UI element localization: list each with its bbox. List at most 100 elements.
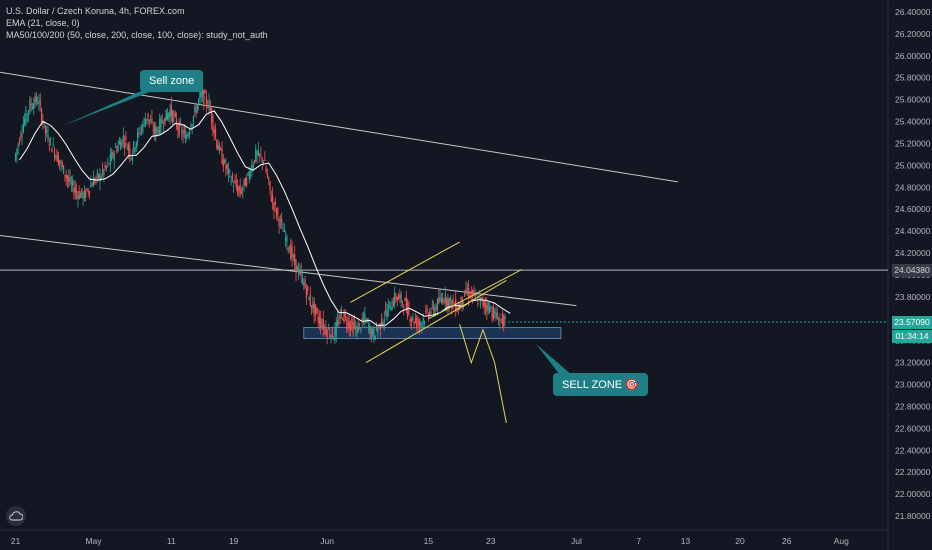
candle-body [27, 110, 30, 115]
candle-body [482, 298, 484, 306]
candle-body [21, 132, 23, 137]
candle-body [282, 231, 284, 232]
candle-body [78, 191, 80, 199]
candle-body [118, 141, 121, 145]
candle-body [248, 171, 250, 180]
candle-body [285, 237, 287, 242]
candle-body [407, 302, 409, 318]
candle-body [44, 125, 47, 134]
candle-body [420, 323, 422, 325]
candle-body [397, 294, 400, 300]
candle-body [294, 253, 296, 265]
candle-body [186, 135, 188, 139]
candle-body [257, 149, 259, 156]
y-tick-label: 25.20000 [895, 138, 931, 148]
candle-body [129, 147, 131, 157]
candle-body [310, 305, 313, 309]
candle-body [209, 105, 211, 112]
candle-body [38, 101, 40, 103]
candle-body [139, 132, 141, 134]
candle-body [491, 313, 493, 318]
ma-indicator-label[interactable]: MA50/100/200 (50, close, 200, close, 100… [6, 30, 268, 40]
candle-body [143, 119, 145, 121]
candle-body [290, 244, 292, 259]
candle-body [213, 129, 215, 134]
candle-body [356, 325, 358, 335]
candle-body [269, 181, 271, 191]
candle-body [26, 114, 28, 116]
candle-body [349, 324, 352, 331]
candle-body [182, 131, 184, 138]
x-tick-label: 13 [681, 536, 691, 546]
candle-body [200, 90, 202, 97]
candle-body [157, 130, 159, 133]
candle-body [452, 298, 454, 303]
candle-body [392, 301, 394, 306]
y-tick-label: 24.40000 [895, 226, 931, 236]
candle-body [249, 175, 252, 176]
candle-body [451, 300, 453, 309]
candle-body [404, 297, 406, 302]
candle-body [162, 126, 165, 127]
candle-body [233, 186, 235, 188]
candle-body [342, 318, 344, 321]
candle-body [243, 178, 245, 185]
candle-body [471, 290, 474, 298]
candle-body [216, 139, 218, 149]
candle-body [90, 183, 92, 188]
candle-body [440, 298, 443, 303]
candle-body [490, 307, 492, 309]
candle-body [497, 324, 500, 325]
candle-body [239, 185, 241, 195]
candle-body [408, 308, 410, 314]
candle-body [194, 106, 196, 112]
candle-body [70, 182, 73, 184]
candle-body [386, 310, 388, 320]
candle-body [101, 168, 104, 172]
candle-body [88, 191, 91, 193]
candle-body [390, 308, 392, 311]
candle-body [217, 144, 219, 151]
sell-zone-callout-top[interactable]: Sell zone [140, 70, 204, 92]
x-tick-label: 15 [424, 536, 434, 546]
candle-body [335, 322, 337, 336]
ema-indicator-label[interactable]: EMA (21, close, 0) [6, 18, 80, 28]
candle-body [325, 327, 327, 335]
candle-body [16, 148, 18, 156]
wedge-upper-line [350, 241, 460, 303]
candle-body [109, 154, 111, 165]
candle-body [422, 318, 424, 323]
candle-body [307, 286, 309, 292]
candle-body [297, 268, 300, 274]
candle-body [431, 303, 433, 305]
candle-body [174, 112, 176, 117]
candle-body [295, 259, 297, 273]
cloud-logo-icon[interactable] [6, 506, 26, 526]
candle-body [418, 319, 420, 327]
sell-zone-callout-bottom[interactable]: SELL ZONE 🎯 [553, 373, 648, 396]
candle-body [25, 109, 27, 125]
candle-body [264, 159, 266, 161]
candle-body [159, 118, 161, 134]
candle-body [242, 188, 244, 191]
x-tick-label: Jun [320, 536, 334, 546]
candle-body [346, 323, 348, 325]
candle-body [30, 103, 32, 106]
candle-body [292, 255, 295, 257]
candle-body [100, 176, 102, 180]
candle-body [142, 124, 144, 133]
candle-body [113, 153, 115, 161]
candle-body [391, 305, 393, 311]
candle-body [433, 306, 435, 312]
candle-body [405, 298, 407, 311]
candle-body [235, 180, 237, 188]
candle-body [466, 291, 468, 293]
candle-body [125, 136, 127, 141]
candle-body [465, 288, 467, 292]
candle-body [53, 149, 56, 158]
x-tick-label: 20 [735, 536, 745, 546]
candle-body [111, 152, 113, 161]
y-tick-label: 24.20000 [895, 248, 931, 258]
candle-body [438, 298, 440, 304]
